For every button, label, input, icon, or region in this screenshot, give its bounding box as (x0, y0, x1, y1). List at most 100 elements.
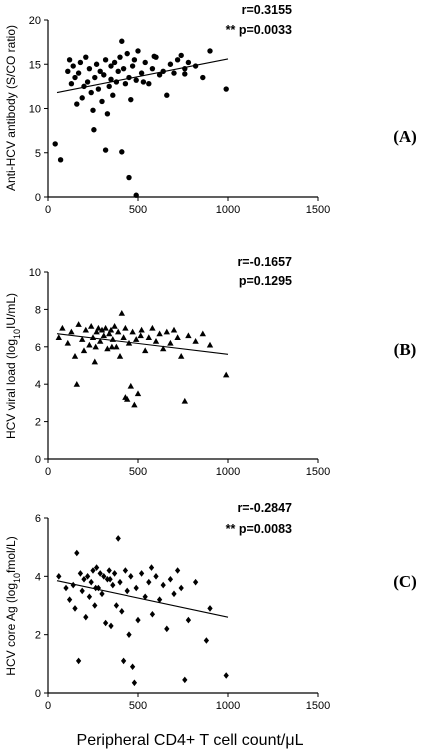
data-point (133, 192, 139, 198)
y-axis-label-part: HCV viral load (log (4, 339, 18, 439)
data-point (57, 157, 64, 163)
data-point (156, 330, 163, 337)
data-point (55, 334, 62, 341)
data-point (119, 149, 125, 155)
data-point (200, 74, 206, 81)
data-point (126, 631, 132, 638)
y-axis-label-part: HCV core Ag (log (4, 583, 18, 676)
y-tick-label: 10 (29, 104, 41, 116)
data-point (79, 95, 85, 101)
data-point (192, 337, 199, 344)
data-point (93, 564, 100, 571)
data-point (178, 52, 184, 59)
data-point (151, 53, 157, 59)
data-point (107, 575, 113, 583)
y-axis-label: HCV core Ag (log10fmol/L) (4, 536, 22, 675)
data-point (118, 309, 125, 316)
data-point (93, 328, 100, 335)
data-point (88, 323, 95, 329)
y-tick-label: 2 (35, 630, 41, 642)
data-point (120, 334, 127, 341)
y-tick-label: 4 (35, 571, 41, 583)
data-point (97, 570, 103, 577)
data-point (149, 65, 156, 72)
data-point (63, 584, 69, 592)
data-point (88, 89, 94, 96)
correlation-r-value: r=-0.1657 (237, 255, 292, 269)
data-point (160, 581, 166, 589)
data-point (122, 81, 129, 87)
correlation-p-value: p=0.1295 (239, 274, 292, 288)
data-point (153, 573, 159, 580)
data-point (102, 147, 109, 153)
y-axis-label: HCV viral load (log10IU/mL) (4, 293, 22, 439)
x-tick-label: 0 (45, 204, 51, 216)
data-point (108, 622, 114, 630)
data-point (65, 68, 71, 75)
y-tick-label: 2 (35, 417, 41, 429)
data-point (79, 587, 85, 595)
data-point (88, 578, 94, 586)
data-point (145, 334, 152, 341)
data-point (110, 581, 116, 589)
data-point (111, 323, 118, 329)
data-point (113, 602, 120, 609)
y-tick-label: 10 (29, 267, 41, 279)
correlation-p-value: ** p=0.0033 (226, 23, 292, 37)
data-point (100, 332, 107, 339)
data-point (223, 371, 230, 378)
data-point (97, 337, 104, 344)
data-point (120, 657, 127, 665)
data-point (99, 98, 105, 105)
data-point (129, 63, 136, 69)
data-point (133, 336, 140, 342)
data-point (81, 575, 87, 583)
data-point (108, 63, 114, 69)
data-point (72, 605, 78, 612)
data-point (131, 401, 138, 408)
data-point (77, 59, 84, 66)
data-point (164, 625, 170, 633)
x-tick-label: 1000 (216, 466, 240, 478)
data-point (92, 343, 99, 350)
data-point (116, 352, 124, 359)
data-point (174, 567, 181, 574)
data-point (92, 74, 98, 81)
data-point (90, 567, 96, 574)
data-point (167, 339, 174, 346)
data-point (124, 587, 130, 595)
data-point (142, 59, 148, 66)
data-point (181, 397, 188, 404)
data-point (89, 334, 97, 341)
data-point (138, 70, 145, 76)
data-point (110, 92, 116, 98)
data-point (126, 174, 132, 181)
data-point (122, 394, 129, 400)
data-point (140, 79, 147, 85)
y-tick-label: 6 (35, 342, 41, 354)
x-tick-label: 1000 (216, 700, 240, 712)
data-point (142, 593, 148, 601)
data-point (83, 54, 89, 60)
data-point (171, 70, 177, 76)
data-point (117, 54, 123, 60)
data-point (84, 573, 91, 580)
data-point (99, 590, 105, 598)
data-point (185, 332, 192, 339)
data-point (70, 63, 76, 69)
regression-line (56, 580, 229, 618)
data-point (95, 584, 102, 592)
data-point (119, 38, 125, 44)
data-point (74, 549, 80, 557)
data-point (142, 347, 149, 354)
x-tick-label: 1500 (306, 204, 330, 216)
panel-label: (A) (393, 127, 417, 146)
regression-line (56, 333, 229, 355)
data-point (138, 326, 145, 333)
data-point (115, 328, 122, 335)
panel-label: (C) (393, 572, 417, 591)
data-point (115, 68, 121, 75)
data-point (174, 334, 181, 341)
